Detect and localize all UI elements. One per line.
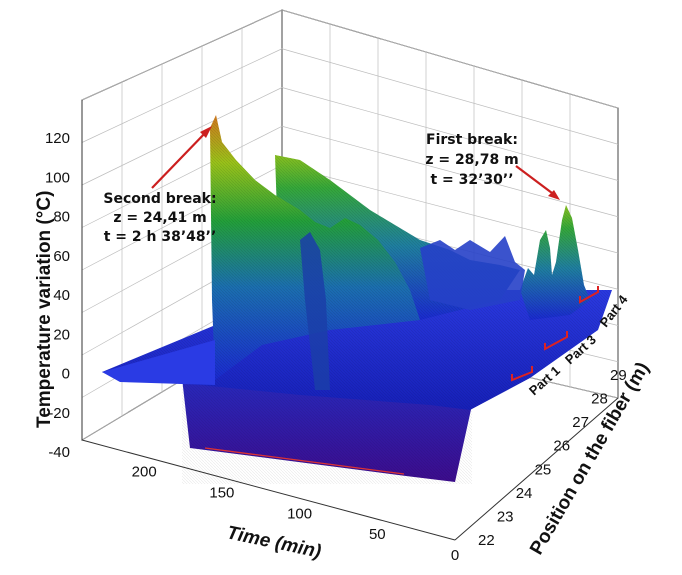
annotation-second-break-line2: z = 24,41 m	[113, 210, 206, 226]
annotation-first-break-line1: First break:	[426, 132, 518, 148]
surface-ledge	[102, 340, 215, 385]
grid-line	[81, 87, 283, 186]
y-tick-label: -40	[48, 444, 70, 461]
surface-notch	[300, 232, 330, 390]
annotation-second-break-line1: Second break:	[103, 191, 216, 207]
z-tick-label: 22	[478, 532, 495, 549]
annotation-first-break-line2: z = 28,78 m	[425, 152, 518, 168]
y-tick-labels: -40 -20 0 20 40 60 80 100 120	[45, 130, 70, 461]
grid-line	[281, 87, 619, 181]
y-tick-label: 20	[53, 326, 70, 343]
annotation-second-break: Second break: z = 24,41 m t = 2 h 38’48’…	[103, 191, 216, 245]
annotation-first-break-line3: t = 32’30’’	[430, 172, 513, 188]
arrow-second-break	[151, 129, 209, 189]
bracket-part-4	[579, 286, 599, 304]
annotation-first-break: First break: z = 28,78 m t = 32’30’’	[425, 132, 518, 188]
z-tick-label: 29	[610, 367, 627, 384]
arrow-second-break-head	[200, 126, 212, 138]
y-tick-label: 60	[53, 248, 70, 265]
bracket-part-3	[544, 331, 568, 351]
grid-line	[81, 48, 283, 143]
x-tick-label: 200	[132, 464, 157, 481]
surface-plot	[102, 115, 612, 484]
x-axis-title: Time (min)	[225, 522, 323, 562]
y-tick-label: 100	[45, 169, 70, 186]
x-tick-label: 100	[287, 505, 312, 522]
x-tick-label: 150	[209, 485, 234, 502]
z-tick-label: 23	[497, 508, 514, 525]
x-tick-label: 0	[451, 547, 459, 564]
y-tick-label: 120	[45, 130, 70, 147]
bracket-part-1	[511, 366, 533, 382]
dip-edge	[204, 447, 405, 475]
z-tick-label: 27	[572, 414, 589, 431]
z-tick-label: 24	[516, 485, 533, 502]
grid-line	[281, 9, 619, 109]
part-brackets	[511, 286, 599, 382]
grid-line	[81, 9, 283, 101]
y-axis-title: Temperature variation (°C)	[34, 191, 55, 428]
surface-noisy-region	[420, 236, 525, 310]
grid-line	[281, 125, 619, 218]
x-tick-labels: 200 150 100 50 0	[132, 464, 460, 564]
x-tick-label: 50	[369, 526, 386, 543]
arrow-first-break-head	[548, 190, 560, 200]
y-tick-label: -20	[48, 405, 70, 422]
z-tick-label: 28	[591, 391, 608, 408]
grid-line	[281, 48, 619, 145]
annotation-second-break-line3: t = 2 h 38’48’’	[104, 229, 217, 245]
y-tick-label: 80	[53, 209, 70, 226]
annotation-arrows	[151, 126, 560, 200]
arrow-first-break	[515, 165, 557, 197]
y-tick-label: 40	[53, 287, 70, 304]
z-tick-label: 26	[553, 438, 570, 455]
y-tick-label: 0	[62, 366, 70, 383]
z-tick-label: 25	[535, 461, 552, 478]
grid-line	[81, 125, 283, 228]
